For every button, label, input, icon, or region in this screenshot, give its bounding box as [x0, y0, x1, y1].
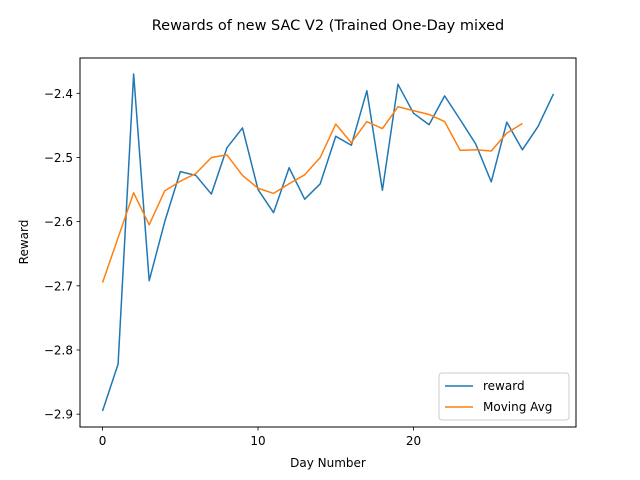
x-axis-label: Day Number	[290, 456, 366, 470]
legend-box	[438, 372, 570, 421]
x-tick-label: 0	[99, 434, 107, 448]
x-axis: 0 10 20	[99, 427, 421, 448]
axes-frame	[79, 57, 577, 428]
y-tick-label: −2.8	[44, 343, 73, 357]
x-tick-label: 10	[250, 434, 265, 448]
series-line-moving-avg	[101, 106, 523, 283]
series-layer	[101, 73, 555, 412]
y-axis: −2.9 −2.8 −2.7 −2.6 −2.5 −2.4	[44, 87, 80, 422]
x-tick-label: 20	[406, 434, 421, 448]
y-tick-label: −2.9	[44, 408, 73, 422]
chart-title: Rewards of new SAC V2 (Trained One-Day m…	[152, 18, 505, 34]
legend-label-reward: reward	[483, 379, 525, 393]
plot-area	[79, 57, 577, 428]
y-tick-label: −2.6	[44, 215, 73, 229]
legend-label-moving-avg: Moving Avg	[483, 400, 552, 414]
y-tick-label: −2.7	[44, 279, 73, 293]
y-tick-label: −2.4	[44, 87, 73, 101]
y-axis-label: Reward	[17, 220, 31, 265]
legend: reward Moving Avg	[438, 372, 570, 421]
y-tick-label: −2.5	[44, 151, 73, 165]
